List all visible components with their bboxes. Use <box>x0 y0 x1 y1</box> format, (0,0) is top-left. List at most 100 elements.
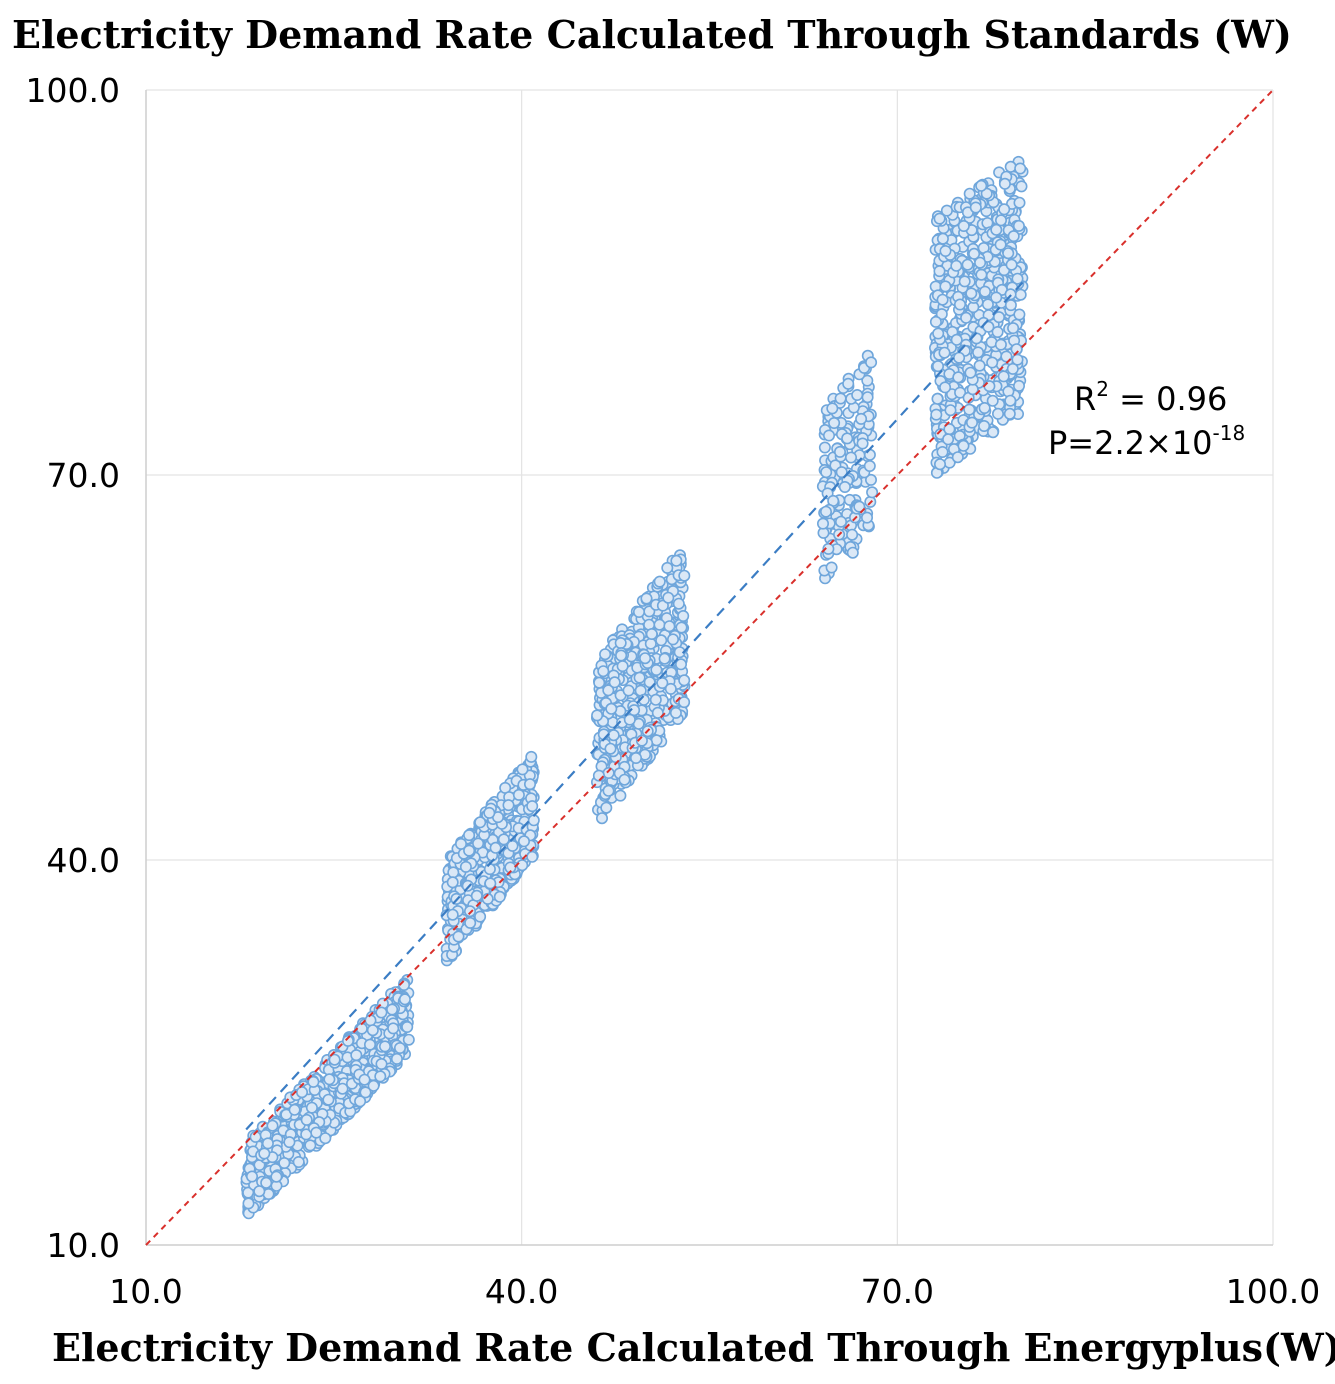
x-tick-label-3: 100.0 <box>1226 1272 1320 1311</box>
data-point <box>599 648 612 661</box>
data-point <box>618 773 631 786</box>
data-point <box>602 766 615 779</box>
data-point <box>957 220 970 233</box>
data-point <box>1004 394 1017 407</box>
data-point <box>595 812 608 825</box>
data-point <box>378 1040 391 1053</box>
data-point <box>367 1079 380 1092</box>
data-point <box>674 658 687 671</box>
data-point <box>973 359 986 372</box>
data-point <box>592 769 605 782</box>
data-point <box>645 627 658 640</box>
data-point <box>323 1073 336 1086</box>
data-point <box>933 265 946 278</box>
data-point <box>526 850 539 863</box>
data-point <box>940 204 953 217</box>
data-point <box>930 408 943 421</box>
data-point <box>246 1170 259 1183</box>
data-point <box>846 528 859 541</box>
data-point <box>865 356 878 369</box>
data-point <box>835 466 848 479</box>
data-point <box>341 1034 354 1047</box>
data-point <box>1006 362 1019 375</box>
data-point <box>463 844 476 857</box>
data-point <box>1000 350 1013 363</box>
data-point <box>506 839 519 852</box>
data-point <box>270 1170 283 1183</box>
data-point <box>390 1052 403 1065</box>
data-point <box>935 308 948 321</box>
data-point <box>605 702 618 715</box>
data-point <box>483 806 496 819</box>
data-point <box>1014 288 1027 301</box>
data-point <box>933 458 946 471</box>
data-point <box>1004 299 1017 312</box>
data-point <box>260 1176 273 1189</box>
data-point <box>856 437 869 450</box>
p-value-annotation: P=2.2×10-18 <box>1048 421 1245 462</box>
data-point <box>994 338 1007 351</box>
data-point <box>939 381 952 394</box>
data-point <box>672 597 685 610</box>
data-point <box>981 298 994 311</box>
data-point <box>936 232 949 245</box>
data-point <box>863 459 876 472</box>
data-point <box>1011 353 1024 366</box>
data-point <box>816 517 829 530</box>
stats-annotation: R2 = 0.96 P=2.2×10-18 <box>1048 377 1245 462</box>
data-point <box>833 445 846 458</box>
data-point <box>954 386 967 399</box>
data-point <box>643 676 656 689</box>
y-tick-label-1: 40.0 <box>47 841 120 880</box>
data-point <box>307 1075 320 1088</box>
data-point <box>851 388 864 401</box>
data-point <box>844 451 857 464</box>
data-point <box>364 1014 377 1027</box>
data-point <box>363 1038 376 1051</box>
data-point <box>963 403 976 416</box>
data-point <box>953 351 966 364</box>
data-point <box>461 879 474 892</box>
data-point <box>632 605 645 618</box>
data-point <box>266 1119 279 1132</box>
data-point <box>474 816 487 829</box>
data-point <box>525 750 538 763</box>
data-point <box>842 377 855 390</box>
data-point <box>1012 219 1025 232</box>
data-point <box>968 247 981 260</box>
data-point <box>957 439 970 452</box>
data-point <box>939 245 952 258</box>
r-squared-annotation: R2 = 0.96 <box>1074 377 1227 418</box>
data-point <box>978 401 991 414</box>
data-point <box>655 634 668 647</box>
p-superscript: -18 <box>1213 421 1246 445</box>
data-point <box>944 404 957 417</box>
data-point <box>600 801 613 814</box>
data-point <box>838 480 851 493</box>
data-point <box>359 1086 372 1099</box>
data-point <box>1003 407 1016 420</box>
data-point <box>669 706 682 719</box>
data-point <box>1013 308 1026 321</box>
data-point <box>664 682 677 695</box>
data-point <box>974 256 987 269</box>
data-point <box>401 1020 414 1033</box>
data-point <box>622 684 635 697</box>
chart-title-ylabel: Electricity Demand Rate Calculated Throu… <box>12 12 1292 57</box>
data-point <box>350 1049 363 1062</box>
data-point <box>623 713 636 726</box>
data-point <box>820 466 833 479</box>
data-point <box>861 374 874 387</box>
data-point <box>292 1156 305 1169</box>
data-point <box>846 546 859 559</box>
data-point <box>1004 160 1017 173</box>
data-point <box>358 1073 371 1086</box>
data-point <box>960 311 973 324</box>
data-point <box>597 665 610 678</box>
data-point <box>986 426 999 439</box>
fit-line <box>245 281 1024 1131</box>
data-point <box>991 325 1004 338</box>
data-point <box>991 407 1004 420</box>
data-point <box>861 391 874 404</box>
reference-lines <box>145 89 1274 1246</box>
